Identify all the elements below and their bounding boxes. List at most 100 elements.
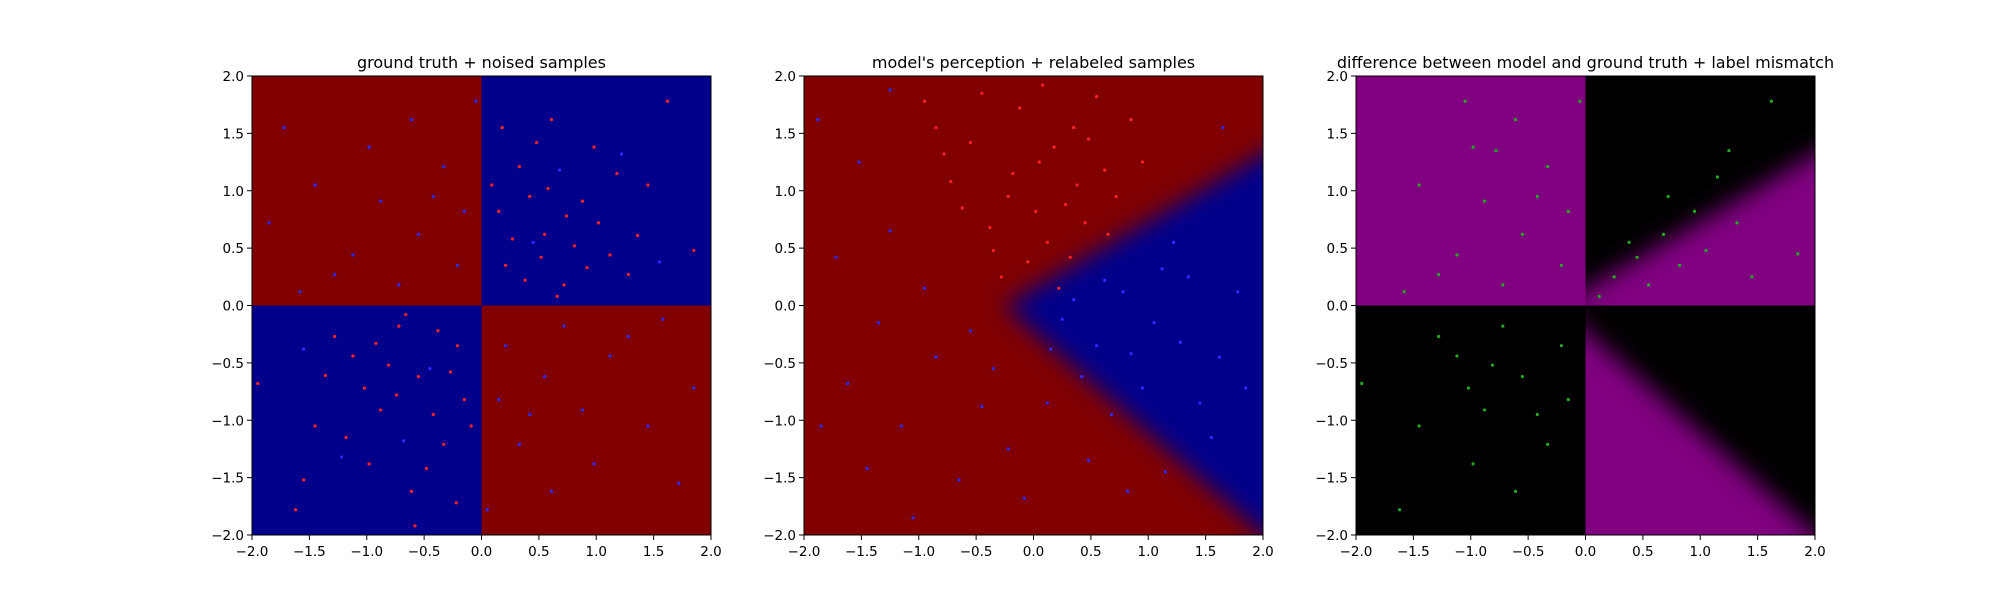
data-point	[378, 408, 383, 412]
data-point	[1109, 412, 1114, 417]
data-point	[1501, 324, 1505, 328]
data-point	[442, 442, 446, 446]
data-point	[367, 462, 371, 466]
y-tick-label: −1.5	[1315, 471, 1348, 487]
data-point	[523, 278, 527, 282]
data-point	[1482, 199, 1487, 203]
data-point	[401, 439, 406, 443]
panel-title: model's perception + relabeled samples	[872, 53, 1195, 72]
x-tick-label: 1.0	[586, 544, 607, 560]
data-point	[999, 275, 1003, 279]
data-point	[960, 206, 964, 210]
y-tick-label: −2.0	[1315, 528, 1348, 544]
data-point	[367, 145, 371, 149]
data-point	[646, 424, 650, 428]
data-point	[657, 260, 661, 264]
data-point	[543, 375, 547, 379]
data-point	[546, 186, 550, 191]
x-tick-label: 1.0	[1690, 544, 1711, 560]
data-point	[626, 334, 630, 339]
data-point	[922, 99, 927, 103]
x-tick-label: 0.5	[528, 544, 549, 560]
data-point	[1750, 275, 1754, 279]
data-point	[1129, 352, 1133, 356]
data-point	[1140, 160, 1145, 164]
data-point	[1080, 375, 1084, 379]
data-point	[1095, 344, 1099, 348]
data-point	[1769, 99, 1773, 103]
data-point	[374, 341, 378, 345]
y-tick-label: 1.0	[223, 184, 244, 200]
x-tick-label: −1.5	[293, 544, 326, 560]
x-tick-label: −1.0	[350, 544, 383, 560]
data-point	[1666, 194, 1670, 199]
data-point	[564, 214, 569, 218]
data-point	[428, 367, 432, 371]
x-tick-label: 2.0	[1252, 544, 1273, 560]
data-point	[1072, 298, 1076, 302]
data-point	[1482, 408, 1487, 412]
data-point	[333, 334, 337, 339]
data-point	[455, 344, 460, 348]
data-point	[490, 183, 494, 187]
x-tick-label: 2.0	[700, 544, 721, 560]
data-point	[397, 283, 401, 287]
data-point	[980, 404, 984, 409]
data-point	[608, 253, 612, 257]
data-point	[899, 424, 904, 428]
data-point	[1121, 290, 1125, 294]
y-tick-label: −1.0	[211, 413, 244, 429]
data-point	[1466, 386, 1471, 390]
data-point	[1068, 255, 1072, 259]
x-tick-label: −0.5	[960, 544, 993, 560]
data-point	[1125, 489, 1130, 493]
data-point	[1022, 496, 1026, 500]
subplot-ground-truth: ground truth + noised samples −2.0 −1.5 −1…	[211, 53, 722, 560]
data-point	[1417, 183, 1421, 187]
subplot-difference: difference between model and ground trut…	[1315, 53, 1834, 560]
data-point	[1455, 354, 1459, 358]
data-point	[394, 393, 399, 397]
data-point	[988, 225, 992, 230]
data-point	[436, 329, 440, 333]
data-point	[282, 126, 286, 130]
data-point	[911, 516, 915, 520]
data-point	[1006, 447, 1010, 451]
data-point	[592, 462, 596, 466]
data-point	[1692, 209, 1697, 214]
data-point	[485, 508, 489, 512]
data-point	[378, 199, 383, 203]
data-point	[543, 232, 547, 236]
data-point	[1095, 95, 1099, 99]
region-bottom-right	[481, 305, 711, 535]
data-point	[517, 165, 521, 169]
data-point	[1163, 470, 1168, 474]
data-point	[1140, 386, 1145, 390]
data-point	[539, 255, 543, 259]
data-point	[323, 373, 328, 378]
data-point	[1704, 248, 1708, 253]
data-point	[816, 118, 820, 122]
x-tick-label: 0.0	[471, 544, 492, 560]
data-point	[1221, 126, 1225, 130]
data-point	[592, 145, 596, 149]
panel-title: difference between model and ground trut…	[1337, 53, 1834, 72]
y-tick-label: −1.0	[763, 413, 796, 429]
data-point	[1178, 340, 1182, 344]
region-top-right	[481, 76, 711, 306]
data-point	[980, 91, 984, 95]
data-point	[256, 381, 260, 386]
data-point	[1647, 283, 1651, 287]
data-point	[500, 126, 504, 130]
y-tick-label: 0.5	[223, 241, 244, 257]
y-tick-label: −1.5	[211, 471, 244, 487]
data-point	[1437, 272, 1441, 277]
x-tick-label: −2.0	[788, 544, 821, 560]
data-point	[497, 209, 501, 214]
data-point	[413, 524, 417, 528]
data-point	[1520, 232, 1524, 236]
data-point	[1635, 255, 1639, 259]
scatter-points	[1360, 99, 1800, 512]
data-point	[1106, 232, 1110, 236]
